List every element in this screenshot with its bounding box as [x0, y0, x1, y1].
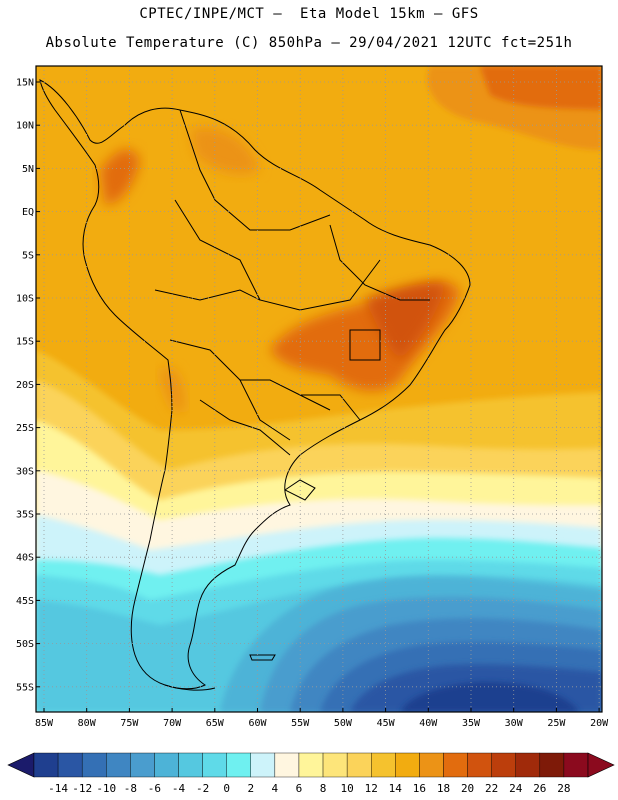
colorbar-label: 6	[296, 782, 303, 795]
lat-label: 50S	[16, 639, 34, 650]
colorbar-swatch	[539, 752, 565, 778]
colorbar-swatch	[154, 752, 179, 778]
colorbar-swatch	[33, 752, 59, 778]
colorbar-label: 22	[485, 782, 498, 795]
colorbar-swatch	[563, 752, 589, 778]
lat-label: 5S	[22, 250, 34, 261]
lat-label: 15S	[16, 337, 34, 348]
colorbar-label: 18	[437, 782, 450, 795]
lat-label: 10N	[16, 121, 34, 132]
colorbar-label: -14	[48, 782, 68, 795]
colorbar-label: -4	[172, 782, 186, 795]
colorbar-swatch	[106, 752, 131, 778]
colorbar-swatch	[202, 752, 227, 778]
lon-label: 50W	[334, 718, 353, 729]
lat-label: 55S	[16, 682, 34, 693]
lon-label: 55W	[291, 718, 310, 729]
colorbar-swatch	[371, 752, 396, 778]
lat-label: 25S	[16, 423, 34, 434]
lon-label: 30W	[505, 718, 524, 729]
colorbar-swatch	[515, 752, 541, 778]
colorbar-swatch	[395, 752, 420, 778]
lon-label: 65W	[206, 718, 225, 729]
map-frame	[35, 65, 603, 713]
lat-label: EQ	[22, 207, 34, 218]
lat-label: 20S	[16, 380, 34, 391]
colorbar-swatch	[81, 752, 107, 778]
colorbar-label: 26	[533, 782, 546, 795]
lat-label: 10S	[16, 294, 34, 305]
colorbar-label: 8	[320, 782, 327, 795]
colorbar-label: -12	[72, 782, 92, 795]
lon-label: 40W	[419, 718, 438, 729]
colorbar-label: 28	[557, 782, 570, 795]
lon-label: 80W	[78, 718, 97, 729]
colorbar-left-arrow	[7, 752, 35, 778]
colorbar-label: 20	[461, 782, 474, 795]
colorbar-swatch	[322, 752, 348, 778]
lat-label: 30S	[16, 466, 34, 477]
colorbar-swatch	[443, 752, 468, 778]
lon-label: 85W	[35, 718, 54, 729]
colorbar-swatch	[178, 752, 203, 778]
lon-label: 25W	[547, 718, 566, 729]
colorbar-swatch	[226, 752, 251, 778]
latitude-axis: 15N 10N 5N EQ 5S 10S 15S 20S 25S 30S 35S 40S 45S 50S 5…	[16, 78, 40, 693]
colorbar-right-arrow	[587, 752, 615, 778]
colorbar-label: 14	[389, 782, 403, 795]
lat-label: 45S	[16, 596, 34, 607]
colorbar-swatch	[419, 752, 444, 778]
title-line-1: CPTEC/INPE/MCT – Eta Model 15km – GFS	[139, 6, 479, 22]
colorbar-label: 4	[272, 782, 279, 795]
lat-label: 35S	[16, 510, 34, 521]
lon-label: 20W	[590, 718, 609, 729]
lon-label: 75W	[120, 718, 139, 729]
longitude-axis: 85W 80W 75W 70W 65W 60W 55W 50W 45W 40W 35W 30W 25W 2…	[35, 708, 609, 729]
colorbar-label: -8	[124, 782, 137, 795]
colorbar-label: 12	[365, 782, 378, 795]
lat-label: 15N	[16, 78, 34, 89]
colorbar-label: 16	[413, 782, 426, 795]
lon-label: 45W	[377, 718, 396, 729]
colorbar-swatch	[250, 752, 276, 778]
colorbar-label: 0	[223, 782, 230, 795]
coastline	[39, 79, 471, 691]
lon-label: 70W	[163, 718, 182, 729]
temperature-field	[36, 66, 602, 712]
colorbar-label: 10	[341, 782, 354, 795]
colorbar-swatch	[346, 752, 372, 778]
lat-label: 5N	[22, 164, 34, 175]
colorbar-label: 2	[247, 782, 254, 795]
lon-label: 60W	[248, 718, 267, 729]
colorbar-label: -2	[196, 782, 209, 795]
lon-label: 35W	[462, 718, 481, 729]
colorbar-label: -10	[96, 782, 116, 795]
colorbar: -14 -12 -10 -8 -6 -4 -2 0 2 4 6 8 10 12 14 16 18 20 22 24 26…	[7, 752, 615, 795]
title-line-2: Absolute Temperature (C) 850hPa – 29/04/…	[45, 35, 573, 51]
lat-label: 40S	[16, 553, 34, 564]
colorbar-label: 24	[509, 782, 523, 795]
colorbar-swatch	[298, 752, 324, 778]
colorbar-swatch	[130, 752, 155, 778]
colorbar-swatch	[491, 752, 516, 778]
colorbar-label: -6	[148, 782, 161, 795]
colorbar-swatch	[57, 752, 83, 778]
colorbar-swatch	[274, 752, 300, 778]
colorbar-swatch	[467, 752, 492, 778]
